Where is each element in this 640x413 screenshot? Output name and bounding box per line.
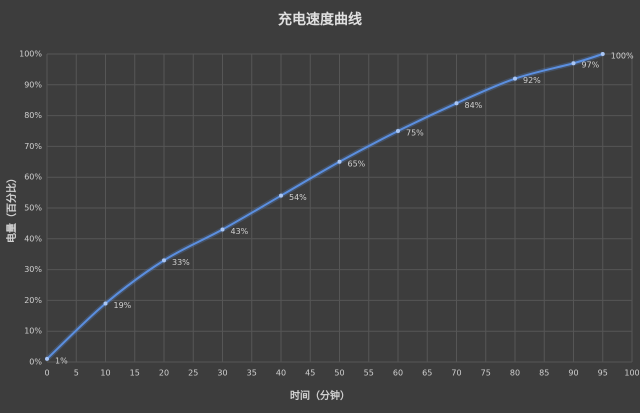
y-tick-label: 70% [24, 142, 42, 151]
point [571, 61, 576, 66]
y-tick-label: 60% [24, 173, 42, 182]
x-tick-label: 100 [624, 369, 639, 378]
point [513, 76, 517, 81]
chart-title: 充电速度曲线 [278, 11, 362, 28]
point [454, 101, 459, 106]
point [103, 301, 108, 306]
point [279, 193, 283, 198]
x-tick-label: 50 [334, 369, 344, 378]
data-label: 54% [289, 193, 307, 202]
x-tick-label: 20 [159, 369, 169, 378]
x-tick-label: 0 [44, 369, 49, 378]
data-label: 84% [465, 101, 483, 110]
point [45, 356, 49, 361]
x-tick-label: 15 [130, 369, 140, 378]
x-tick-label: 80 [510, 369, 520, 378]
data-label: 97% [582, 61, 600, 70]
x-axis-label: 时间（分钟） [290, 389, 350, 402]
x-tick-label: 25 [188, 369, 198, 378]
y-tick-label: 100% [19, 50, 42, 59]
x-tick-label: 35 [247, 369, 257, 378]
data-label: 19% [114, 301, 132, 310]
x-tick-label: 60 [393, 369, 403, 378]
data-label: 100% [611, 52, 634, 61]
x-tick-label: 95 [598, 369, 608, 378]
y-tick-label: 50% [24, 204, 42, 213]
x-tick-label: 55 [364, 369, 374, 378]
x-tick-label: 90 [568, 369, 578, 378]
y-axis-label: 电量（百分比） [5, 173, 18, 243]
x-tick-label: 45 [305, 369, 315, 378]
data-label: 65% [348, 159, 366, 168]
x-tick-label: 5 [74, 369, 79, 378]
data-label: 1% [55, 356, 68, 365]
y-tick-label: 90% [24, 80, 42, 89]
data-label: 92% [523, 76, 541, 85]
y-tick-label: 80% [24, 111, 42, 120]
x-tick-label: 65 [422, 369, 432, 378]
y-tick-label: 40% [24, 234, 42, 243]
data-label: 33% [172, 258, 190, 267]
point [337, 159, 342, 164]
point [396, 129, 400, 133]
x-tick-label: 75 [481, 369, 491, 378]
y-tick-label: 30% [24, 265, 42, 274]
x-tick-label: 40 [276, 369, 286, 378]
point [162, 258, 166, 263]
point [220, 227, 225, 232]
line [46, 53, 604, 360]
y-tick-label: 0% [29, 358, 42, 367]
y-tick-label: 20% [24, 296, 42, 305]
x-tick-label: 70 [451, 369, 461, 378]
y-tick-label: 10% [24, 327, 42, 336]
point [600, 52, 605, 56]
x-tick-label: 30 [217, 369, 227, 378]
x-tick-label: 85 [539, 369, 549, 378]
data-label: 43% [231, 227, 249, 236]
x-tick-label: 10 [100, 369, 110, 378]
data-label: 75% [406, 129, 424, 138]
